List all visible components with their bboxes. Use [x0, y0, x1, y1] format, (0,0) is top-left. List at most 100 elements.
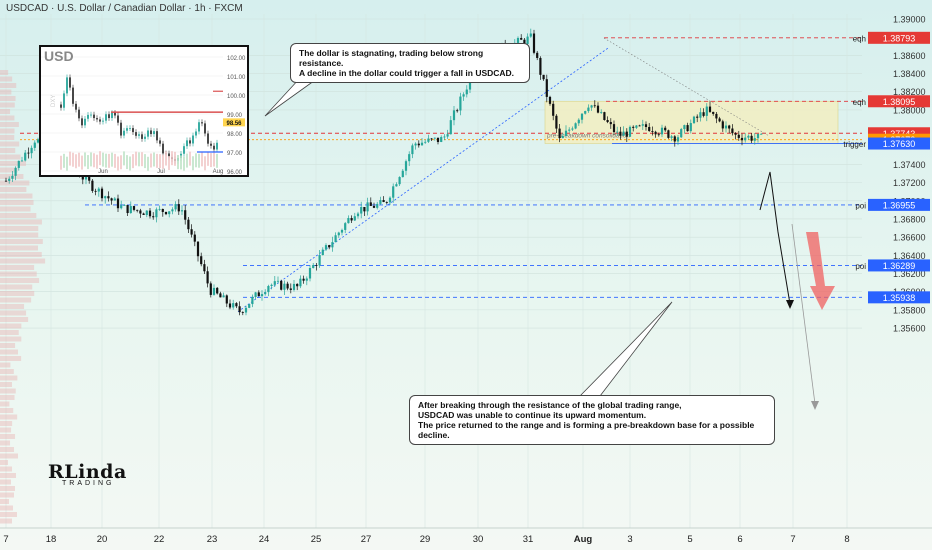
volume-profile-bar [0, 375, 18, 381]
candle-body [14, 167, 17, 176]
inset-volume-bar [63, 153, 65, 168]
candle-body [670, 136, 673, 138]
inset-volume-bar [186, 153, 188, 168]
inset-volume-bar [87, 155, 89, 170]
candle-body [84, 175, 88, 180]
candle-body [459, 96, 462, 111]
candle-body [542, 74, 545, 80]
inset-volume-bar [126, 155, 128, 170]
volume-profile-bar [0, 460, 9, 465]
projection-path-2 [791, 223, 816, 405]
candle-body [232, 303, 235, 308]
candle-body [584, 111, 587, 114]
inset-volume-bar [108, 153, 110, 168]
inset-candle-body [75, 103, 77, 110]
candle-body [724, 125, 728, 129]
inset-volume-bar [72, 152, 74, 167]
candle-body [225, 295, 228, 304]
x-tick-label-4: 23 [207, 534, 218, 545]
volume-profile-bar [0, 414, 18, 420]
inset-candle-body [78, 109, 80, 119]
callout-bottom-line-2: USDCAD was unable to continue its upward… [418, 410, 647, 420]
volume-profile-bar [0, 304, 25, 309]
candle-body [11, 175, 14, 179]
candle-body [555, 115, 558, 129]
candle-body [33, 142, 36, 148]
y-tick-label-10: 1.36400 [893, 251, 926, 261]
inset-candle-body [69, 77, 71, 88]
candle-body [104, 196, 107, 199]
x-tick-label-7: 27 [361, 534, 372, 545]
projection-arrow-2 [811, 401, 819, 410]
inset-candle-body [189, 140, 191, 144]
candle-body [235, 303, 238, 307]
volume-profile-bar [0, 323, 22, 329]
candle-body [699, 112, 702, 118]
candle-body [334, 235, 337, 243]
inset-volume-bar [210, 153, 212, 168]
inset-candle-body [192, 135, 194, 144]
candle-body [612, 124, 616, 133]
inset-volume-bar [162, 154, 164, 169]
volume-profile-bar [0, 102, 15, 108]
symbol-title: USDCAD · U.S. Dollar / Canadian Dollar ·… [6, 3, 243, 14]
volume-profile-bar [0, 135, 15, 140]
inset-volume-bar [198, 153, 200, 168]
x-tick-label-0: 7 [3, 534, 8, 545]
inset-price-badge-label: 98.56 [226, 121, 242, 127]
candle-body [587, 107, 590, 112]
inset-candle-body [210, 143, 212, 146]
candle-body [574, 123, 577, 129]
volume-profile-bar [0, 421, 13, 426]
candle-body [142, 213, 145, 215]
inset-candle-body [96, 118, 98, 120]
candle-body [350, 218, 353, 221]
x-tick-label-6: 25 [311, 534, 322, 545]
candle-body [267, 285, 270, 293]
volume-profile-bar [0, 122, 19, 127]
inset-volume-bar [66, 156, 68, 171]
inset-candle-body [117, 115, 119, 123]
inset-candle-body [201, 122, 203, 124]
candle-body [708, 106, 712, 112]
candle-body [632, 126, 635, 128]
candle-body [683, 125, 686, 130]
candle-body [238, 306, 241, 313]
candle-body [248, 304, 251, 308]
candle-body [638, 125, 641, 127]
candle-body [30, 147, 33, 154]
candle-body [260, 294, 264, 297]
candle-body [539, 57, 542, 75]
x-tick-label-9: 30 [473, 534, 484, 545]
candle-body [411, 145, 414, 155]
level-label-0: eqh [853, 34, 866, 43]
candle-body [321, 249, 324, 256]
x-tick-label-1: 18 [46, 534, 57, 545]
level-label-1: eqh [853, 98, 866, 107]
inset-volume-bar [183, 156, 185, 171]
inset-candle-body [60, 104, 62, 108]
candle-body [532, 33, 536, 53]
candle-body [372, 205, 376, 208]
volume-profile-bar [0, 518, 13, 524]
candle-body [628, 126, 632, 137]
y-tick-label-6: 1.37200 [893, 178, 926, 188]
price-badge-label-0: 1.38793 [883, 33, 916, 43]
volume-profile-bar [0, 167, 18, 173]
inset-candle-body [186, 140, 188, 147]
inset-candle-body [183, 146, 185, 154]
candle-body [17, 160, 20, 168]
candle-body [363, 207, 366, 212]
candle-body [440, 137, 443, 142]
y-tick-label-1: 1.38600 [893, 51, 926, 61]
inset-volume-bar [156, 153, 158, 168]
candle-body [680, 129, 683, 138]
candle-body [158, 208, 161, 210]
volume-profile-bar [0, 200, 34, 205]
candle-body [456, 110, 459, 112]
usd-inset-svg: 102.00 101.00 100.00 99.00 98.00 97.00 96.00 US… [41, 48, 246, 175]
inset-volume-bar [138, 152, 140, 167]
candle-body [129, 206, 132, 214]
volume-profile-bar [0, 83, 17, 88]
candle-body [433, 137, 436, 139]
